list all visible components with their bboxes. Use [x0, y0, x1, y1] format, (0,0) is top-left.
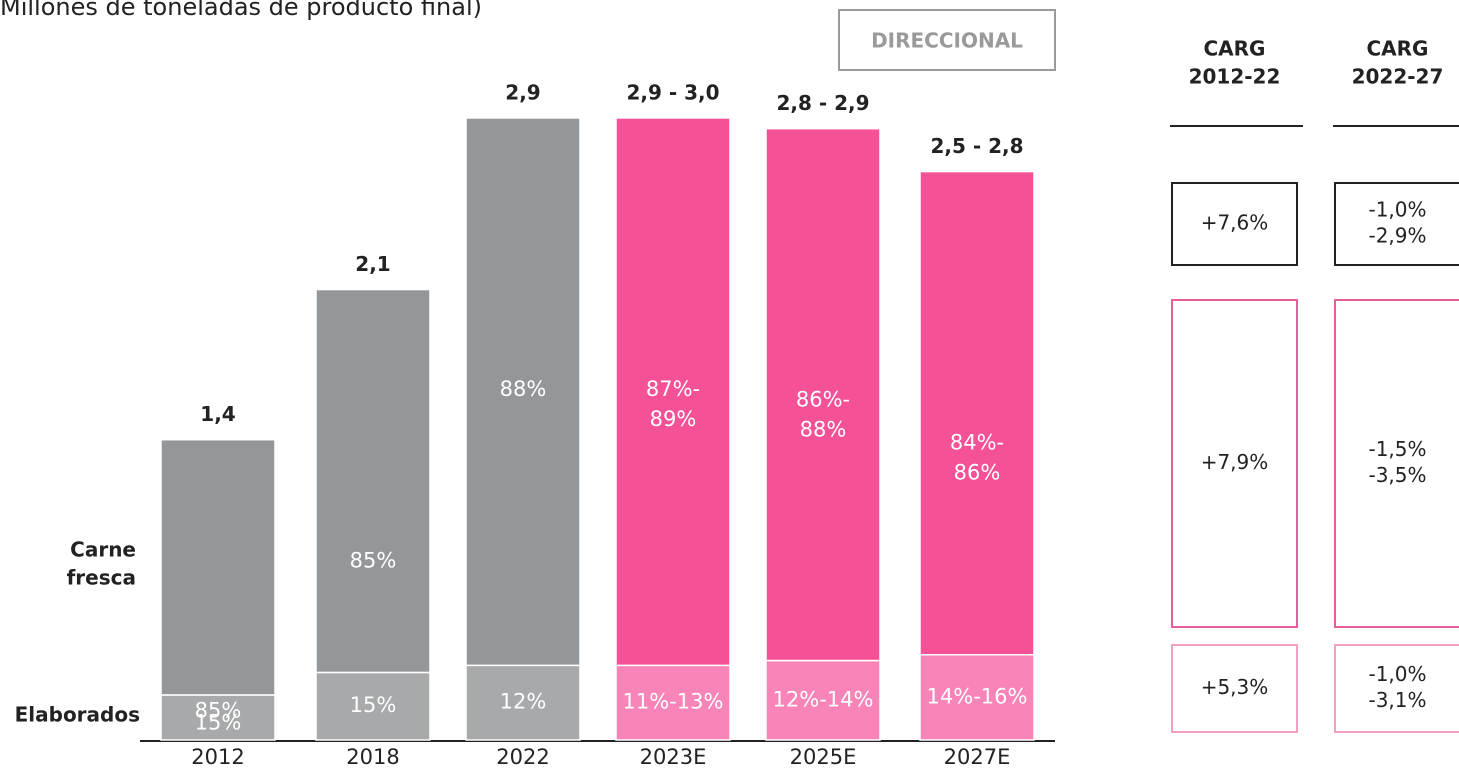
bar-segment	[919, 170, 1035, 656]
segment-label: 85%	[195, 699, 242, 723]
bar-segment	[465, 117, 581, 667]
carg-header: 2012-22	[1189, 65, 1281, 89]
carg-value: -1,0%	[1368, 662, 1426, 686]
segment-label: 88%	[800, 418, 847, 442]
segment-label: 84%-	[950, 431, 1004, 455]
bar-segment	[160, 438, 276, 696]
total-label: 1,4	[200, 402, 235, 426]
x-tick-label: 2012	[191, 745, 244, 769]
carg-value: +7,6%	[1201, 211, 1269, 235]
carg-header: CARG	[1367, 37, 1429, 61]
total-label: 2,8 - 2,9	[776, 91, 869, 115]
segment-label: 15%	[350, 693, 397, 717]
bar-segment	[919, 653, 1035, 741]
segment-label: 86%	[954, 461, 1001, 485]
x-tick-label: 2023E	[640, 745, 707, 769]
bar-segment	[160, 694, 276, 741]
carg-box	[1334, 299, 1459, 628]
segment-label: 88%	[500, 377, 547, 401]
carg-header: 2022-27	[1352, 65, 1444, 89]
carg-value: -3,1%	[1368, 688, 1426, 712]
badge: DIRECCIONAL	[871, 29, 1023, 53]
total-label: 2,9 - 3,0	[626, 80, 719, 104]
segment-label: 86%-	[796, 388, 850, 412]
total-label: 2,1	[355, 252, 390, 276]
carg-box	[1171, 299, 1298, 628]
segment-label: 12%-14%	[773, 687, 874, 711]
total-label: 2,5 - 2,8	[930, 134, 1023, 158]
total-label: 2,9	[505, 80, 540, 104]
segment-label: 11%-13%	[623, 690, 724, 714]
carg-header: CARG	[1204, 37, 1266, 61]
carg-value: +7,9%	[1201, 450, 1269, 474]
x-tick-label: 2025E	[790, 745, 857, 769]
carg-value: -1,5%	[1368, 437, 1426, 461]
carg-value: -2,9%	[1368, 224, 1426, 248]
carg-box	[1334, 644, 1459, 733]
bar-segment	[315, 288, 431, 674]
bar-segment	[765, 659, 881, 741]
x-tick-label: 2022	[496, 745, 549, 769]
carg-box	[1334, 182, 1459, 266]
segment-label: 89%	[650, 407, 697, 431]
carg-box	[1171, 644, 1298, 733]
legend-label: Elaborados	[15, 703, 140, 727]
segment-label: 87%-	[646, 377, 700, 401]
x-tick-label: 2018	[346, 745, 399, 769]
carg-value: +5,3%	[1201, 675, 1269, 699]
segment-label: 12%	[500, 690, 547, 714]
bar-segment	[615, 664, 731, 741]
bar-segment	[765, 127, 881, 662]
legend-label: Carne	[70, 538, 136, 562]
carg-value: -3,5%	[1368, 463, 1426, 487]
bar-segment	[465, 664, 581, 741]
subtitle: Millones de toneladas de producto final)	[0, 0, 482, 21]
legend-label: fresca	[67, 566, 136, 590]
segment-label: 14%-16%	[927, 684, 1028, 708]
carg-box	[1171, 182, 1298, 266]
x-tick-label: 2027E	[944, 745, 1011, 769]
carg-value: -1,0%	[1368, 198, 1426, 222]
segment-label: 85%	[350, 549, 397, 573]
bar-segment	[615, 117, 731, 667]
segment-label: 15%	[195, 710, 242, 734]
badge-box	[838, 9, 1056, 71]
